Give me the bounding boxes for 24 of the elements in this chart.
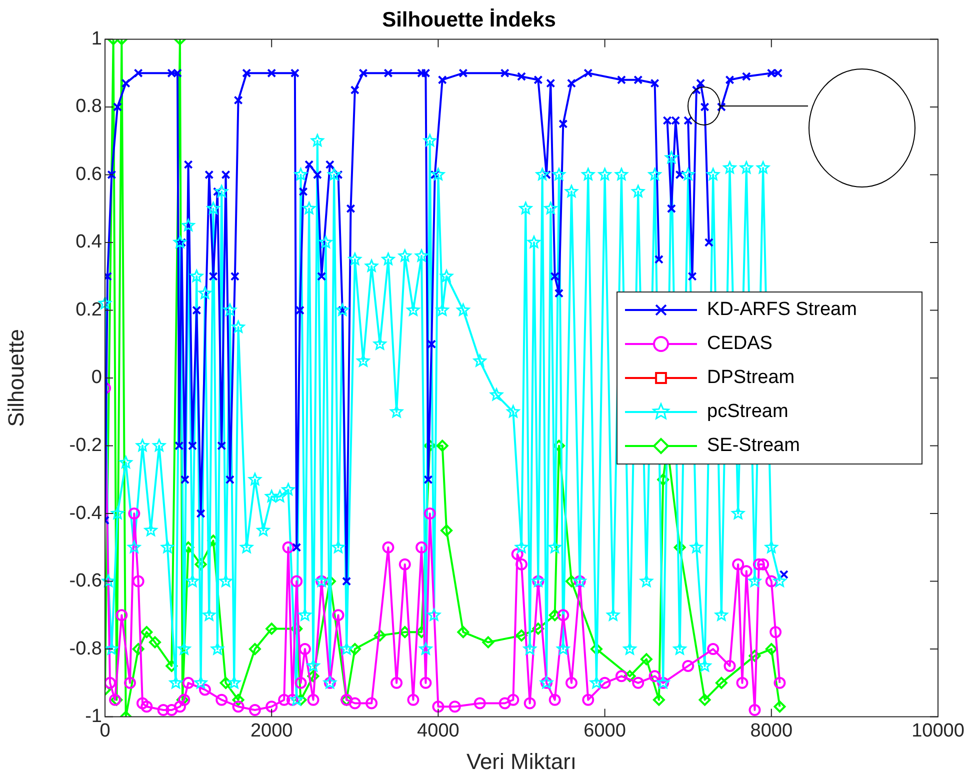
x-axis-title: Veri Miktarı bbox=[466, 748, 577, 774]
y-tick-label: 1 bbox=[91, 28, 102, 50]
y-axis-title: Silhouette bbox=[3, 329, 28, 427]
chart-title: Silhouette İndeks bbox=[382, 8, 556, 32]
legend-label: pcStream bbox=[707, 401, 788, 422]
x-tick-label: 4000 bbox=[417, 720, 460, 742]
y-tick-label: 0.6 bbox=[76, 164, 102, 185]
y-tick-label: -1 bbox=[85, 706, 102, 728]
y-tick-label: 0.8 bbox=[76, 96, 102, 118]
y-tick-label: -0.2 bbox=[69, 434, 102, 456]
y-tick-label: -0.4 bbox=[69, 502, 102, 524]
y-tick-label: -0.6 bbox=[69, 570, 102, 592]
legend-label: KD-ARFS Stream bbox=[707, 299, 857, 320]
x-tick-label: 10000 bbox=[912, 720, 964, 742]
legend-label: DPStream bbox=[707, 367, 795, 388]
y-tick-label: -0.8 bbox=[69, 638, 102, 660]
legend-label: SE-Stream bbox=[707, 435, 800, 456]
x-tick-label: 6000 bbox=[584, 720, 626, 742]
x-tick-label: 2000 bbox=[250, 720, 293, 742]
y-tick-label: 0.2 bbox=[76, 299, 102, 320]
x-tick-label: 8000 bbox=[750, 720, 793, 742]
legend-label: CEDAS bbox=[707, 333, 772, 354]
y-tick-label: 0 bbox=[91, 367, 102, 388]
y-tick-label: 0.4 bbox=[76, 232, 102, 253]
